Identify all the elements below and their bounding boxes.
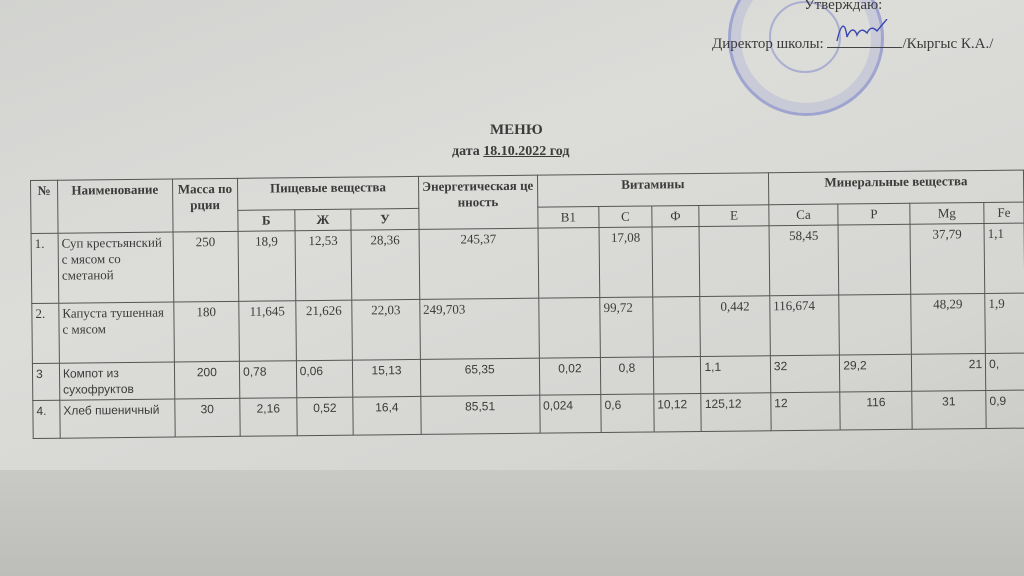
col-e: Е (699, 204, 769, 227)
cell-u: 15,13 (352, 359, 421, 398)
cell-b1 (538, 297, 601, 359)
cell-energy: 85,51 (420, 395, 540, 435)
cell-p: 116 (840, 391, 912, 431)
cell-f: 10,12 (653, 393, 702, 432)
menu-date: дата 18.10.2022 год (452, 144, 570, 159)
cell-fe: 0, (985, 353, 1024, 391)
director-label: Директор школы: (712, 36, 824, 52)
col-f: Ф (651, 205, 700, 227)
col-b: Б (237, 209, 295, 232)
col-mass: Масса порции (172, 178, 239, 233)
col-p: Р (838, 203, 910, 226)
cell-zh: 21,626 (295, 300, 353, 361)
cell-mass: 250 (172, 231, 239, 303)
cell-b: 2,16 (239, 397, 297, 437)
cell-num: 3 (32, 363, 60, 401)
cell-f (651, 226, 701, 297)
approve-label: Утверждаю: (804, 0, 883, 13)
col-num: № (30, 180, 58, 234)
cell-mg: 37,79 (909, 223, 985, 295)
col-u: У (351, 208, 419, 231)
cell-e: 0,442 (700, 295, 771, 357)
col-ca: Са (768, 204, 839, 226)
director-line: Директор школы: /Кыргыс К.А./ (712, 19, 994, 53)
date-value: 18.10.2022 год (483, 144, 570, 159)
cell-num: 1. (31, 233, 59, 304)
cell-zh: 0,52 (296, 397, 354, 436)
school-stamp (728, 0, 884, 116)
cell-c: 99,72 (599, 296, 654, 358)
cell-b: 18,9 (238, 230, 296, 302)
cell-energy: 65,35 (420, 358, 540, 397)
table-row: 1. Суп крестьянский с мясом со сметаной … (31, 223, 1024, 304)
cell-mg: 48,29 (910, 293, 986, 355)
cell-b1: 0,02 (539, 357, 601, 396)
cell-f (652, 296, 701, 357)
cell-b: 11,645 (238, 300, 297, 362)
cell-ca: 12 (770, 392, 841, 431)
cell-c: 17,08 (599, 226, 653, 298)
cell-b1 (537, 227, 600, 299)
cell-c: 0,8 (600, 356, 654, 395)
cell-energy: 245,37 (418, 228, 539, 300)
cell-u: 22,03 (352, 299, 421, 361)
cell-c: 0,6 (600, 393, 654, 433)
cell-name: Капуста тушенная с мясом (58, 302, 174, 364)
col-energy: Энергетическая ценность (418, 175, 538, 230)
cell-b: 0,78 (239, 360, 297, 399)
cell-e (699, 225, 770, 297)
cell-f (653, 356, 702, 394)
cell-mass: 180 (173, 301, 240, 363)
col-nutrients: Пищевые вещества (237, 176, 419, 211)
cell-num: 2. (31, 303, 60, 364)
col-vitamins: Витамины (537, 172, 769, 208)
cell-mg: 21 (911, 353, 986, 392)
cell-p: 29,2 (839, 354, 912, 393)
cell-num: 4. (32, 400, 61, 439)
cell-mg: 31 (911, 390, 987, 430)
col-minerals: Минеральные вещества (768, 170, 1024, 205)
col-fe: Fe (983, 202, 1024, 224)
table-row: 2. Капуста тушенная с мясом 180 11,645 2… (31, 293, 1024, 364)
signature (836, 19, 889, 42)
cell-name: Компот из сухофруктов (59, 362, 175, 401)
cell-e: 125,12 (701, 392, 772, 432)
menu-table: № Наименование Масса порции Пищевые веще… (30, 170, 1024, 439)
cell-fe: 1,1 (984, 223, 1024, 294)
cell-mass: 200 (173, 361, 240, 400)
cell-u: 16,4 (353, 396, 421, 436)
col-c: С (598, 205, 652, 228)
cell-b1: 0,024 (539, 394, 602, 434)
page-title: МЕНЮ (490, 122, 543, 138)
cell-fe: 1,9 (984, 293, 1024, 354)
cell-u: 28,36 (351, 229, 420, 301)
director-name: /Кыргыс К.А./ (902, 36, 994, 52)
cell-mass: 30 (174, 398, 241, 437)
cell-name: Хлеб пшеничный (59, 399, 175, 439)
paper-shadow (0, 470, 1024, 576)
cell-ca: 58,45 (768, 225, 840, 296)
cell-name: Суп крестьянский с мясом со сметаной (57, 232, 174, 304)
col-name: Наименование (57, 179, 173, 234)
cell-fe: 0,9 (985, 390, 1024, 429)
cell-p (838, 224, 911, 296)
cell-zh: 12,53 (294, 230, 353, 301)
col-mg: Mg (909, 202, 985, 225)
cell-e: 1,1 (700, 355, 771, 394)
col-zh: Ж (294, 209, 352, 231)
cell-energy: 249,703 (419, 298, 540, 360)
col-b1: В1 (537, 206, 600, 229)
cell-p (839, 294, 912, 356)
signature-line (827, 19, 903, 48)
cell-ca: 32 (770, 355, 841, 393)
cell-zh: 0,06 (296, 360, 354, 398)
menu-table-wrap: № Наименование Масса порции Пищевые веще… (30, 170, 1024, 439)
cell-ca: 116,674 (769, 295, 840, 356)
